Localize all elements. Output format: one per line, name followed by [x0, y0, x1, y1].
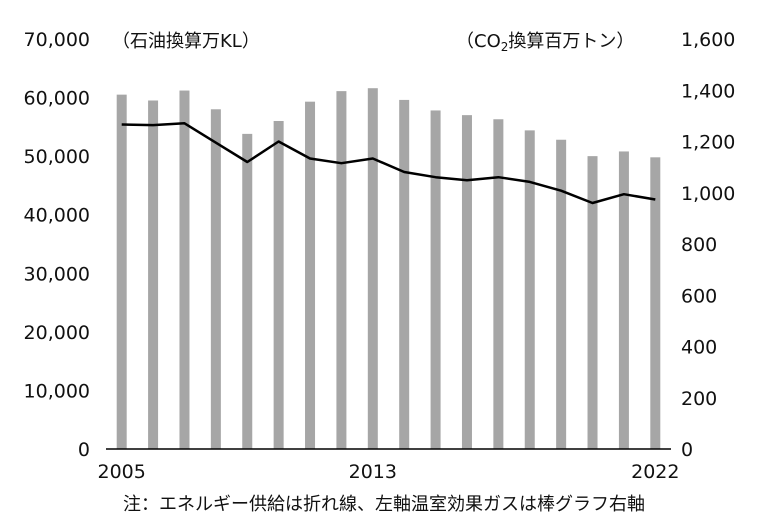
left-tick-label: 70,000 [24, 29, 90, 51]
bar [305, 101, 316, 450]
left-axis-ticks: 0 10,000 20,000 30,000 40,000 50,000 60,000 70,… [24, 29, 90, 461]
right-tick-label: 600 [681, 285, 717, 307]
bar [179, 90, 190, 450]
bar [524, 130, 535, 449]
chart-note: 注：エネルギー供給は折れ線、左軸温室効果ガスは棒グラフ右軸 [123, 494, 645, 515]
right-tick-label: 800 [681, 234, 717, 256]
line-series [121, 122, 656, 205]
bar [618, 151, 629, 449]
left-tick-label: 0 [78, 439, 90, 461]
left-axis-unit-label: （石油換算万KL） [112, 31, 260, 52]
bar [650, 157, 661, 450]
bar [367, 88, 378, 449]
x-tick-label: 2013 [349, 461, 397, 483]
left-tick-label: 60,000 [24, 88, 90, 110]
bar-series [116, 88, 661, 450]
bar [493, 119, 504, 449]
bar [587, 156, 598, 449]
x-tick-label: 2022 [631, 461, 679, 483]
bar [148, 100, 159, 449]
right-tick-label: 200 [681, 388, 717, 410]
right-axis-unit-label: （CO2換算百万トン） [456, 31, 634, 54]
bar [273, 121, 284, 449]
bar [399, 99, 410, 450]
left-tick-label: 20,000 [24, 322, 90, 344]
left-tick-label: 30,000 [24, 263, 90, 285]
right-tick-label: 1,400 [681, 80, 735, 102]
left-tick-label: 50,000 [24, 146, 90, 168]
left-tick-label: 10,000 [24, 380, 90, 402]
right-tick-label: 1,200 [681, 132, 735, 154]
bar [430, 110, 441, 449]
x-tick-label: 2005 [98, 461, 146, 483]
combo-chart: 0 10,000 20,000 30,000 40,000 50,000 60,000 70,… [24, 29, 736, 483]
right-tick-label: 1,600 [681, 29, 735, 51]
left-tick-label: 40,000 [24, 205, 90, 227]
line-path [121, 122, 656, 205]
x-axis-ticks: 2005 2013 2022 [98, 461, 680, 483]
bar [461, 115, 472, 450]
bar [556, 139, 567, 449]
right-tick-label: 400 [681, 337, 717, 359]
bar [242, 133, 253, 449]
bar [336, 91, 347, 449]
bar [210, 109, 221, 450]
right-tick-label: 1,000 [681, 183, 735, 205]
right-axis-ticks: 0 200 400 600 800 1,000 1,200 1,400 1,600 [681, 29, 735, 461]
right-tick-label: 0 [681, 439, 693, 461]
bar [116, 94, 127, 450]
